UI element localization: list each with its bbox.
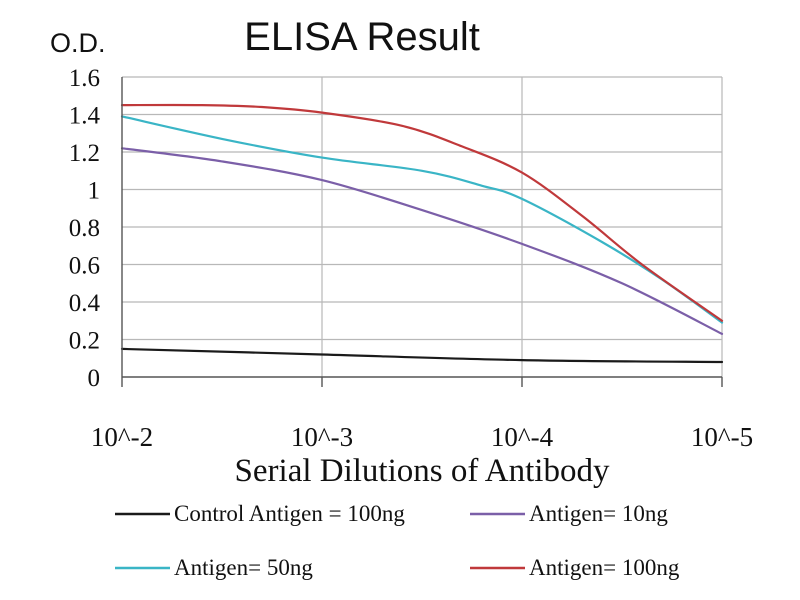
legend: Control Antigen = 100ng Antigen= 10ng Anti…	[115, 501, 680, 580]
axes	[121, 77, 723, 387]
tick-labels: 0 0.2 0.4 0.6 0.8 1 1.2 1.4 1.6 10^-2 10^-3 10^-4 10…	[69, 65, 753, 452]
legend-label: Antigen= 50ng	[174, 555, 313, 580]
chart-title: ELISA Result	[244, 15, 480, 59]
y-axis-label: O.D.	[50, 28, 106, 58]
y-tick-label: 0	[88, 365, 101, 392]
series-line-3	[120, 115, 724, 324]
series-lines	[120, 103, 724, 364]
series-line-4	[120, 103, 724, 322]
y-tick-label: 0.8	[69, 215, 100, 242]
legend-label: Antigen= 10ng	[529, 501, 668, 526]
y-tick-label: 1	[88, 178, 101, 205]
y-tick-label: 0.4	[69, 290, 101, 317]
x-tick-label: 10^-5	[691, 422, 753, 452]
x-tick-label: 10^-4	[491, 422, 554, 452]
y-tick-label: 1.2	[69, 140, 100, 167]
legend-label: Antigen= 100ng	[529, 555, 680, 580]
y-tick-label: 1.4	[69, 103, 101, 130]
y-tick-label: 1.6	[69, 65, 100, 92]
x-tick-label: 10^-2	[91, 422, 153, 452]
x-tick-label: 10^-3	[291, 422, 353, 452]
series-line-1	[120, 347, 724, 364]
y-tick-label: 0.6	[69, 253, 100, 280]
legend-label: Control Antigen = 100ng	[174, 501, 405, 526]
grid	[122, 76, 723, 377]
series-line-2	[120, 147, 724, 335]
y-tick-label: 0.2	[69, 328, 100, 355]
x-axis-label: Serial Dilutions of Antibody	[235, 453, 610, 489]
